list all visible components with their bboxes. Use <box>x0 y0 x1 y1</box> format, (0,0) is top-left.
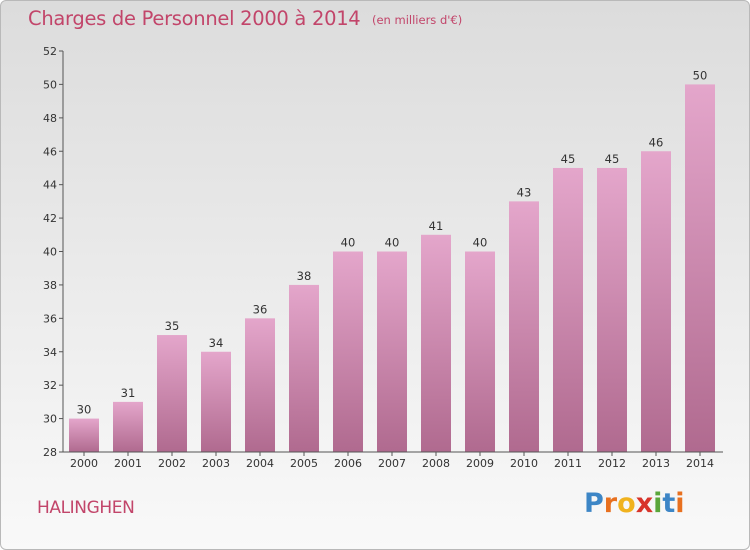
bar-2001 <box>113 401 143 452</box>
value-label-2005: 38 <box>297 269 312 283</box>
bars-group <box>69 84 715 453</box>
bar-2013 <box>641 151 671 452</box>
y-tick-label-48: 48 <box>43 112 57 125</box>
x-tick-label-2012: 2012 <box>598 457 626 470</box>
labels-group: 30 31 35 34 36 38 40 40 41 40 43 45 45 46 50 28 30 32 34 36… <box>43 45 714 470</box>
y-tick-label-32: 32 <box>43 379 57 392</box>
x-tick-label-2013: 2013 <box>642 457 670 470</box>
bar-2002 <box>157 335 187 452</box>
x-tick-label-2009: 2009 <box>466 457 494 470</box>
x-tick-label-2010: 2010 <box>510 457 538 470</box>
axes-group <box>59 50 723 456</box>
bar-2006 <box>333 251 363 452</box>
logo-letter: i <box>653 488 663 519</box>
value-label-2012: 45 <box>605 152 620 166</box>
logo-letter: r <box>603 488 618 519</box>
bar-2012 <box>597 167 627 453</box>
x-tick-label-2011: 2011 <box>554 457 582 470</box>
value-label-2006: 40 <box>341 236 356 250</box>
y-tick-label-34: 34 <box>43 346 57 359</box>
y-tick-label-42: 42 <box>43 212 57 225</box>
y-tick-label-52: 52 <box>43 45 57 58</box>
value-label-2004: 36 <box>253 302 268 316</box>
bar-2008 <box>421 234 451 452</box>
bar-2007 <box>377 251 407 452</box>
x-tick-label-2014: 2014 <box>686 457 714 470</box>
logo-letter: o <box>617 488 636 519</box>
x-tick-label-2006: 2006 <box>334 457 362 470</box>
logo-letter: x <box>635 488 654 519</box>
bar-2000 <box>69 418 99 452</box>
x-tick-label-2008: 2008 <box>422 457 450 470</box>
value-label-2002: 35 <box>165 319 180 333</box>
bar-2004 <box>245 318 275 452</box>
x-tick-label-2000: 2000 <box>70 457 98 470</box>
value-label-2001: 31 <box>121 386 136 400</box>
place-name: HALINGHEN <box>37 498 135 518</box>
x-tick-label-2002: 2002 <box>158 457 186 470</box>
proxiti-logo: Proxiti <box>584 488 685 519</box>
bar-2014 <box>685 84 715 453</box>
value-label-2000: 30 <box>77 403 92 417</box>
y-tick-label-30: 30 <box>43 413 57 426</box>
bar-2005 <box>289 284 319 452</box>
y-tick-label-46: 46 <box>43 145 57 158</box>
chart-subtitle: (en milliers d'€) <box>372 13 463 27</box>
logo-letter: t <box>662 488 676 519</box>
value-label-2008: 41 <box>429 219 444 233</box>
chart-title: Charges de Personnel 2000 à 2014 <box>28 7 361 30</box>
y-tick-label-44: 44 <box>43 179 57 192</box>
y-tick-label-36: 36 <box>43 312 57 325</box>
y-tick-label-38: 38 <box>43 279 57 292</box>
y-tick-label-40: 40 <box>43 246 57 259</box>
x-tick-label-2004: 2004 <box>246 457 274 470</box>
x-tick-label-2005: 2005 <box>290 457 318 470</box>
value-label-2003: 34 <box>209 336 224 350</box>
x-tick-label-2007: 2007 <box>378 457 406 470</box>
bar-2003 <box>201 351 231 452</box>
bar-2011 <box>553 167 583 453</box>
y-tick-label-28: 28 <box>43 446 57 459</box>
y-tick-label-50: 50 <box>43 78 57 91</box>
value-label-2013: 46 <box>649 135 664 149</box>
logo-letter: P <box>584 488 604 519</box>
bar-2010 <box>509 201 539 452</box>
value-label-2011: 45 <box>561 152 576 166</box>
value-label-2009: 40 <box>473 236 488 250</box>
x-tick-label-2001: 2001 <box>114 457 142 470</box>
bar-2009 <box>465 251 495 452</box>
x-tick-label-2003: 2003 <box>202 457 230 470</box>
value-label-2007: 40 <box>385 236 400 250</box>
value-label-2014: 50 <box>693 68 708 82</box>
value-label-2010: 43 <box>517 185 532 199</box>
logo-letter: i <box>675 488 685 519</box>
